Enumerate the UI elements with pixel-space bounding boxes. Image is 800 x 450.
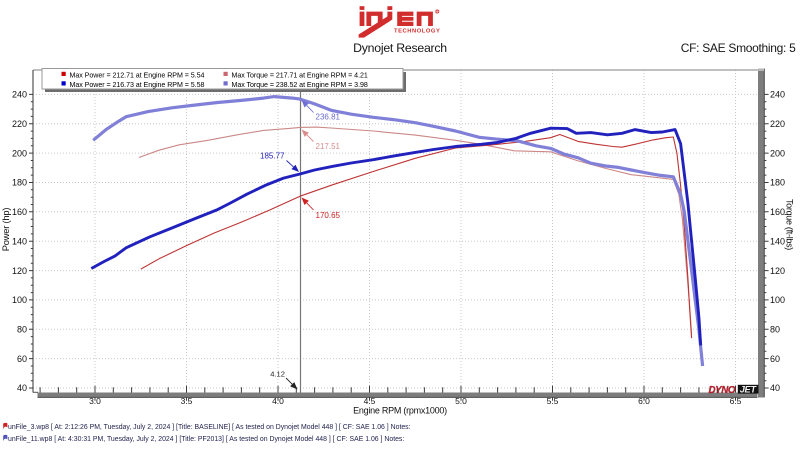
svg-text:Max Power = 212.71 at Engine R: Max Power = 212.71 at Engine RPM = 5.54 (70, 71, 205, 79)
svg-text:JET: JET (740, 384, 758, 394)
svg-text:6.5: 6.5 (730, 396, 742, 406)
svg-text:DYNO: DYNO (709, 385, 736, 396)
svg-text:140: 140 (770, 236, 785, 246)
svg-text:unFile_11.wp8 [ At: 4:30:31 PM: unFile_11.wp8 [ At: 4:30:31 PM, Tuesday,… (8, 436, 404, 443)
svg-text:Max Power = 216.73 at Engine R: Max Power = 216.73 at Engine RPM = 5.58 (70, 81, 205, 89)
svg-text:200: 200 (12, 148, 27, 158)
svg-text:TECHNOLOGY: TECHNOLOGY (394, 28, 440, 34)
svg-text:Dynojet Research: Dynojet Research (353, 41, 447, 55)
svg-text:180: 180 (12, 178, 27, 188)
svg-text:3.0: 3.0 (89, 396, 101, 406)
svg-text:170.65: 170.65 (316, 211, 341, 220)
svg-text:unFile_3.wp8 [ At: 2:12:26 PM,: unFile_3.wp8 [ At: 2:12:26 PM, Tuesday, … (8, 424, 411, 431)
svg-text:R: R (436, 10, 439, 14)
svg-text:Max Torque = 217.71 at Engine: Max Torque = 217.71 at Engine RPM = 4.21 (232, 71, 368, 79)
svg-text:220: 220 (770, 119, 785, 129)
svg-text:236.81: 236.81 (316, 113, 341, 122)
svg-text:40: 40 (770, 383, 780, 393)
svg-text:100: 100 (12, 295, 27, 305)
svg-text:5.5: 5.5 (547, 396, 559, 406)
svg-text:60: 60 (17, 354, 27, 364)
svg-text:Power (hp): Power (hp) (1, 208, 11, 252)
svg-text:80: 80 (17, 325, 27, 335)
svg-text:160: 160 (12, 207, 27, 217)
svg-text:240: 240 (12, 90, 27, 100)
svg-text:100: 100 (770, 295, 785, 305)
svg-text:5.0: 5.0 (455, 396, 467, 406)
svg-text:6.0: 6.0 (638, 396, 650, 406)
svg-text:200: 200 (770, 148, 785, 158)
svg-text:Torque (ft-lbs): Torque (ft-lbs) (785, 199, 795, 250)
svg-text:CF: SAE Smoothing: 5: CF: SAE Smoothing: 5 (681, 41, 796, 55)
svg-text:160: 160 (770, 207, 785, 217)
svg-text:4.5: 4.5 (364, 396, 376, 406)
svg-text:217.51: 217.51 (316, 142, 341, 151)
svg-text:185.77: 185.77 (260, 152, 285, 161)
svg-text:4.12: 4.12 (270, 370, 285, 379)
svg-text:3.5: 3.5 (181, 396, 193, 406)
svg-text:Engine RPM (rpmx1000): Engine RPM (rpmx1000) (353, 405, 447, 415)
svg-text:4.0: 4.0 (272, 396, 284, 406)
svg-text:140: 140 (12, 236, 27, 246)
svg-text:60: 60 (770, 354, 780, 364)
svg-text:Max Torque = 238.52 at Engine: Max Torque = 238.52 at Engine RPM = 3.98 (232, 81, 368, 89)
svg-text:180: 180 (770, 178, 785, 188)
svg-text:80: 80 (770, 325, 780, 335)
svg-text:120: 120 (12, 266, 27, 276)
svg-text:120: 120 (770, 266, 785, 276)
svg-text:240: 240 (770, 90, 785, 100)
svg-text:220: 220 (12, 119, 27, 129)
svg-text:40: 40 (17, 383, 27, 393)
